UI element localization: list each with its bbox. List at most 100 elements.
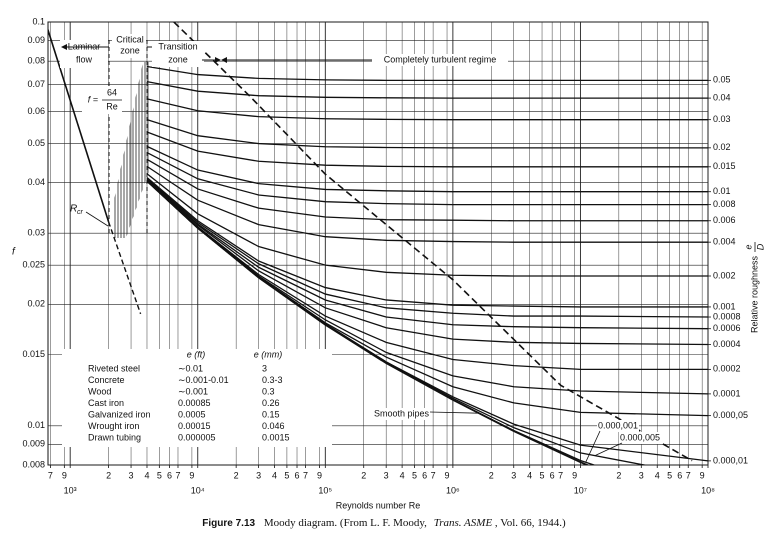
- x-tick-label: 3: [511, 470, 516, 480]
- x-tick-label: 4: [400, 470, 405, 480]
- table-cell: ∼0.001-0.01: [178, 375, 229, 385]
- roughness-curve: [146, 119, 708, 149]
- x-tick-label: 9: [572, 470, 577, 480]
- roughness-curve: [146, 151, 708, 206]
- y2-axis-label-fraction: D: [755, 243, 765, 250]
- series-label: 0.02: [713, 142, 731, 152]
- series-label: 0.0001: [713, 388, 741, 398]
- turbulence-boundary: [173, 22, 693, 462]
- x-tick-label: 6: [550, 470, 555, 480]
- table-cell: Riveted steel: [88, 363, 140, 373]
- y-tick-label: 0.025: [22, 260, 45, 270]
- table-cell: 0.00085: [178, 398, 211, 408]
- roughness-curve: [146, 180, 590, 465]
- x-tick-label: 6: [677, 470, 682, 480]
- roughness-table: e (ft) e (mm) Riveted steel ∼0.01 3 Concret…: [88, 349, 290, 442]
- label-background: [60, 40, 108, 68]
- x-tick-label: 6: [295, 470, 300, 480]
- x-tick-label: 10⁸: [701, 485, 715, 495]
- zone-label: flow: [76, 54, 93, 64]
- table-cell: Cast iron: [88, 398, 124, 408]
- y-tick-label: 0.01: [27, 420, 45, 430]
- table-cell: Wrought iron: [88, 421, 139, 431]
- caption-journal: Trans. ASME: [434, 517, 493, 529]
- x-tick-label: 2: [361, 470, 366, 480]
- roughness-curve: [146, 177, 708, 308]
- zone-label: Laminar: [68, 41, 101, 51]
- x-tick-label: 2: [489, 470, 494, 480]
- y2-axis-label-fraction: e: [743, 244, 753, 249]
- series-label: 0.006: [713, 215, 736, 225]
- table-header: e (mm): [254, 349, 283, 359]
- table-cell: 0.26: [262, 398, 280, 408]
- table-cell: 3: [262, 363, 267, 373]
- x-tick-label: 9: [700, 470, 705, 480]
- label-background: [373, 408, 431, 420]
- zone-label: Transition: [158, 41, 197, 51]
- x-tick-label: 6: [422, 470, 427, 480]
- y-tick-label: 0.008: [22, 459, 45, 469]
- roughness-curve: [146, 165, 708, 243]
- y-tick-label: 0.02: [27, 299, 45, 309]
- x-axis-label: Reynolds number Re: [336, 500, 421, 510]
- x-tick-label: 7: [48, 470, 53, 480]
- zone-label: Critical: [116, 34, 144, 44]
- x-tick-label: 4: [527, 470, 532, 480]
- x-tick-label: 2: [106, 470, 111, 480]
- caption: Figure 7.13 Moody diagram. (From L. F. M…: [202, 517, 566, 529]
- laminar-label: 64: [107, 87, 117, 97]
- table-cell: 0.000005: [178, 432, 216, 442]
- x-tick-label: 5: [284, 470, 289, 480]
- series-label: 0.0004: [713, 339, 741, 349]
- series-label: 0.000,01: [713, 455, 748, 465]
- roughness-curve: [146, 80, 708, 99]
- y-tick-label: 0.1: [32, 16, 45, 26]
- roughness-curve: [146, 98, 708, 121]
- table-cell: 0.0015: [262, 432, 290, 442]
- x-tick-label: 2: [234, 470, 239, 480]
- roughness-curve: [146, 179, 708, 371]
- laminar-extension: [107, 221, 142, 315]
- y-axis-label: f: [12, 247, 16, 258]
- laminar-label: Re: [106, 101, 118, 111]
- table-cell: ∼0.001: [178, 386, 208, 396]
- table-cell: 0.3: [262, 386, 275, 396]
- series-label: 0.05: [713, 75, 731, 85]
- roughness-curve: [146, 65, 708, 81]
- series-label: 0.008: [713, 199, 736, 209]
- series-label: 0.0002: [713, 364, 741, 374]
- x-tick-label: 4: [655, 470, 660, 480]
- roughness-curve: [146, 178, 708, 330]
- roughness-curve: [146, 145, 708, 193]
- label-background: [597, 420, 639, 432]
- y-tick-label: 0.03: [27, 228, 45, 238]
- series-label: Smooth pipes: [374, 408, 430, 418]
- leader-line: [594, 442, 623, 457]
- roughness-curve: [146, 131, 708, 168]
- y2-axis-label: Relative roughness e D: [743, 242, 765, 333]
- table-header: e (ft): [187, 349, 206, 359]
- y-tick-label: 0.09: [27, 35, 45, 45]
- x-tick-label: 7: [686, 470, 691, 480]
- leader-line: [429, 411, 479, 414]
- leader-line: [585, 430, 601, 463]
- series-label: 0.004: [713, 237, 736, 247]
- series-label: 0.0006: [713, 323, 741, 333]
- curves: [48, 22, 708, 465]
- x-tick-label: 9: [189, 470, 194, 480]
- x-tick-label: 7: [175, 470, 180, 480]
- critical-label: cr: [77, 209, 84, 216]
- x-tick-label: 9: [62, 470, 67, 480]
- laminar-line: [48, 27, 110, 223]
- y-tick-label: 0.08: [27, 56, 45, 66]
- x-tick-label: 9: [445, 470, 450, 480]
- table-background: [62, 349, 332, 447]
- y-tick-label: 0.04: [27, 177, 45, 187]
- zone-label: zone: [120, 45, 140, 55]
- series-label: 0.002: [713, 270, 736, 280]
- roughness-curve: [146, 173, 708, 277]
- x-tick-label: 3: [129, 470, 134, 480]
- x-tick-label: 4: [144, 470, 149, 480]
